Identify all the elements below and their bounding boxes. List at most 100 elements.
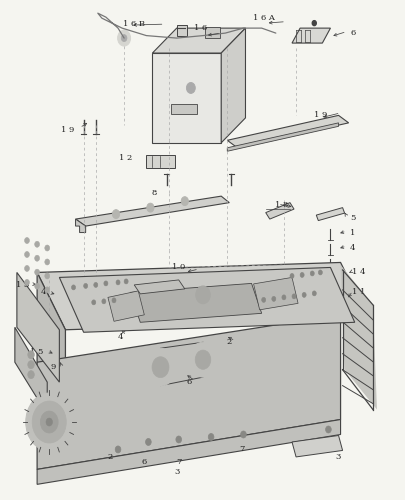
Circle shape [32, 401, 66, 443]
Text: 6: 6 [349, 29, 354, 37]
Text: 1 8: 1 8 [275, 201, 288, 209]
Text: 9: 9 [51, 363, 56, 371]
Circle shape [45, 259, 49, 265]
Circle shape [116, 280, 120, 285]
Polygon shape [227, 116, 348, 148]
Polygon shape [253, 278, 297, 310]
Polygon shape [134, 280, 184, 294]
Circle shape [188, 342, 217, 377]
Circle shape [145, 348, 175, 386]
Circle shape [195, 350, 210, 370]
Text: 1 5: 1 5 [30, 348, 44, 356]
Circle shape [145, 438, 151, 446]
Bar [146, 156, 174, 168]
Circle shape [45, 287, 49, 293]
Polygon shape [59, 268, 354, 332]
Polygon shape [152, 53, 221, 143]
Circle shape [115, 446, 121, 453]
Text: 1 1: 1 1 [351, 288, 364, 296]
Text: 1 6 B: 1 6 B [123, 20, 145, 28]
Circle shape [181, 196, 188, 205]
Text: 3: 3 [174, 468, 179, 476]
Polygon shape [265, 202, 293, 219]
Circle shape [291, 294, 295, 299]
Circle shape [281, 295, 285, 300]
Circle shape [208, 434, 213, 440]
Text: 1 2: 1 2 [119, 154, 132, 162]
Circle shape [102, 299, 106, 304]
Polygon shape [15, 328, 47, 414]
Circle shape [34, 242, 39, 248]
Polygon shape [75, 196, 229, 226]
Polygon shape [315, 208, 344, 220]
Circle shape [186, 82, 195, 94]
Polygon shape [17, 272, 59, 382]
Circle shape [34, 283, 39, 289]
Circle shape [25, 238, 29, 244]
Text: 1 9: 1 9 [61, 126, 74, 134]
Circle shape [94, 282, 98, 288]
Circle shape [152, 357, 168, 378]
Circle shape [325, 426, 330, 433]
Polygon shape [291, 28, 330, 43]
Text: 3: 3 [335, 453, 340, 461]
Text: 7: 7 [238, 446, 243, 454]
Polygon shape [75, 219, 85, 232]
Text: 6: 6 [186, 378, 191, 386]
Circle shape [28, 370, 34, 378]
Circle shape [28, 360, 34, 368]
Bar [205, 27, 220, 38]
Circle shape [34, 255, 39, 261]
Circle shape [124, 279, 128, 284]
Circle shape [117, 30, 130, 46]
Circle shape [175, 436, 181, 443]
Polygon shape [37, 420, 340, 484]
Circle shape [289, 274, 293, 278]
Polygon shape [227, 123, 338, 152]
Circle shape [45, 273, 49, 279]
Circle shape [311, 291, 315, 296]
Circle shape [318, 270, 322, 275]
Polygon shape [291, 436, 342, 457]
Circle shape [25, 252, 29, 258]
Bar [170, 104, 196, 115]
Circle shape [261, 298, 265, 302]
Circle shape [46, 418, 52, 426]
Polygon shape [221, 28, 245, 143]
Circle shape [112, 298, 116, 303]
Circle shape [26, 393, 72, 451]
Polygon shape [37, 262, 368, 330]
Circle shape [25, 280, 29, 285]
Text: 8: 8 [151, 188, 157, 196]
Circle shape [121, 34, 127, 42]
Circle shape [71, 285, 75, 290]
Circle shape [28, 350, 34, 358]
Circle shape [299, 272, 303, 278]
Circle shape [40, 411, 58, 433]
Circle shape [45, 245, 49, 251]
Text: 1 3: 1 3 [16, 281, 30, 289]
Polygon shape [130, 284, 261, 323]
Polygon shape [108, 291, 144, 322]
Text: 4: 4 [117, 334, 122, 342]
Polygon shape [152, 28, 245, 53]
Circle shape [301, 292, 305, 298]
Circle shape [146, 203, 153, 212]
Text: 1 4: 1 4 [351, 268, 364, 276]
Text: 1 6 A: 1 6 A [252, 14, 274, 22]
Text: 4: 4 [40, 288, 46, 296]
Text: 1: 1 [349, 228, 354, 236]
Circle shape [83, 284, 87, 288]
Circle shape [311, 20, 315, 25]
Text: 7: 7 [176, 458, 181, 466]
Circle shape [271, 296, 275, 302]
Text: 5: 5 [349, 214, 354, 222]
Circle shape [195, 286, 210, 304]
Bar [176, 24, 186, 36]
Text: 1 9: 1 9 [313, 112, 326, 120]
Circle shape [25, 266, 29, 272]
Polygon shape [340, 265, 376, 410]
Circle shape [309, 271, 313, 276]
Polygon shape [37, 272, 65, 420]
Text: 6: 6 [141, 458, 147, 466]
